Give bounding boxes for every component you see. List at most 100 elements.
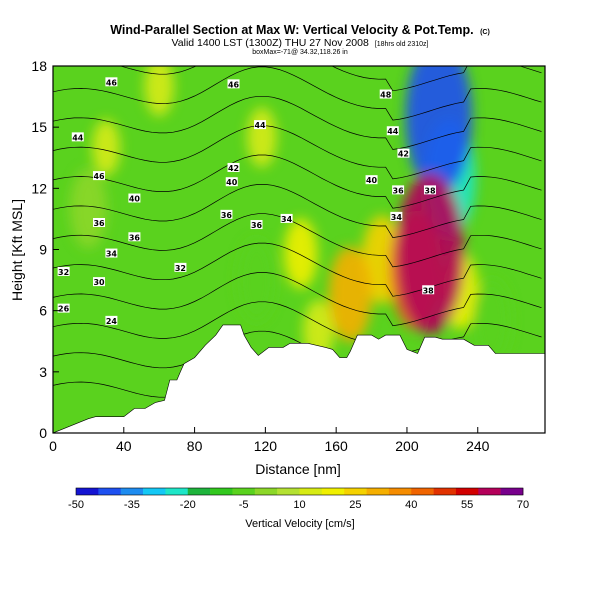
colorbar-tick-label: -5 — [239, 499, 249, 511]
colorbar-label: Vertical Velocity [cm/s] — [245, 518, 354, 530]
isentrope-label: 44 — [254, 121, 266, 130]
colorbar-swatch — [254, 488, 278, 495]
colorbar-swatch — [277, 488, 300, 495]
colorbar-tick-label: -35 — [124, 499, 140, 511]
isentrope-label: 40 — [226, 178, 238, 187]
y-tick-label: 15 — [31, 119, 47, 135]
isentrope-label: 46 — [106, 78, 118, 87]
isentrope-label: 42 — [398, 150, 409, 159]
velocity-cell — [472, 279, 512, 363]
isentrope-label: 32 — [175, 264, 186, 273]
isentrope-label-bg — [128, 232, 141, 242]
colorbar-swatch — [76, 488, 99, 495]
isentrope-label: 36 — [393, 186, 405, 195]
isentrope-label: 34 — [106, 250, 118, 259]
colorbar-swatch — [210, 488, 233, 495]
x-tick-label: 80 — [187, 438, 203, 454]
chart-subtitle-small: boxMax=-71@ 34.32,118.26 in — [252, 49, 348, 56]
x-tick-label: 120 — [254, 438, 278, 454]
isentrope-label: 38 — [424, 186, 436, 195]
isentrope-label-bg — [71, 132, 84, 142]
isentrope-label: 46 — [93, 172, 105, 181]
isentrope-label: 38 — [423, 286, 435, 295]
chart-subtitle-extra: [18hrs old 2310z] — [375, 41, 429, 48]
isentrope-line — [53, 95, 542, 150]
chart-title-main: Wind-Parallel Section at Max W: Vertical… — [110, 23, 473, 37]
colorbar-swatch — [232, 488, 256, 495]
velocity-cell — [237, 238, 276, 322]
colorbar-swatch — [344, 488, 367, 495]
isentrope-label-bg — [250, 220, 263, 230]
isentrope-label-bg — [93, 171, 106, 181]
title-block: Wind-Parallel Section at Max W: Vertical… — [110, 23, 490, 56]
colorbar-swatch — [98, 488, 121, 495]
chart-subtitle: Valid 1400 LST (1300Z) THU 27 Nov 2008 [… — [172, 37, 429, 49]
terrain-profile — [53, 324, 545, 433]
velocity-cell — [328, 246, 373, 343]
x-axis-label: Distance [nm] — [255, 461, 341, 477]
colorbar-swatch — [165, 488, 189, 495]
isentrope-label-bg — [392, 185, 405, 195]
x-tick-label: 200 — [395, 438, 419, 454]
isentrope-label-bg — [227, 162, 240, 172]
colorbar-swatch — [143, 488, 166, 495]
isentrope-label-bg — [57, 266, 70, 276]
x-tick-label: 0 — [49, 438, 57, 454]
isentrope-line — [53, 154, 542, 209]
colorbar: -50 -35 -20 -5 10 25 40 55 70 — [68, 487, 529, 511]
isentrope-label: 36 — [221, 211, 233, 220]
isentrope-label: 44 — [387, 127, 399, 136]
isentrope-label: 36 — [129, 233, 141, 242]
isentrope-label: 42 — [228, 164, 239, 173]
colorbar-swatch — [455, 488, 479, 495]
colorbar-swatch — [388, 488, 412, 495]
isentrope-label-bg — [386, 126, 399, 136]
isentrope-label-bg — [390, 211, 403, 221]
isentrope-label-bg — [227, 79, 240, 89]
isentrope-label: 40 — [129, 195, 141, 204]
isentrope-label-bg — [174, 262, 187, 272]
colorbar-swatch — [500, 488, 524, 495]
colorbar-tick-label: -20 — [180, 499, 196, 511]
y-tick-label: 6 — [39, 303, 47, 319]
isentrope-label-bg — [57, 303, 70, 313]
colorbar-tick-label: 70 — [517, 499, 529, 511]
x-tick-label: 40 — [116, 438, 132, 454]
isentrope-label-bg — [93, 277, 106, 287]
isentrope-label-bg — [379, 89, 392, 99]
isentrope-label-bg — [397, 148, 410, 158]
isentrope-label: 34 — [391, 213, 403, 222]
isentrope-line — [53, 272, 542, 327]
isentrope-line — [119, 66, 542, 92]
isentrope-label: 36 — [251, 221, 263, 230]
isentrope-label-bg — [128, 193, 141, 203]
y-tick-label: 3 — [39, 364, 47, 380]
isentrope-label: 26 — [58, 305, 70, 314]
colorbar-tick-label: 55 — [461, 499, 473, 511]
isentrope-line — [53, 242, 542, 297]
colorbar-swatch — [299, 488, 323, 495]
isentrope-line — [53, 301, 542, 356]
isentrope-labels: 24 26 30 32 32 34 34 34 36 36 36 36 36 38 38 40 40 40 42 42… — [57, 77, 436, 326]
isentrope-label: 24 — [106, 317, 118, 326]
y-tick-label: 12 — [31, 180, 47, 196]
isentrope-label: 44 — [72, 133, 84, 142]
isentrope-label-bg — [105, 77, 118, 87]
isentrope-line — [53, 66, 542, 121]
colorbar-tick-label: 40 — [405, 499, 417, 511]
terrain — [53, 324, 545, 433]
isentrope-label: 36 — [93, 219, 105, 228]
colorbar-swatch — [433, 488, 457, 495]
isentrope-line — [53, 213, 542, 268]
isentrope-label: 34 — [281, 215, 293, 224]
velocity-cell — [247, 107, 277, 168]
isentrope-label: 46 — [228, 80, 240, 89]
velocity-cell — [405, 66, 473, 195]
colorbar-swatch — [478, 488, 501, 495]
velocity-cell — [92, 119, 121, 176]
velocity-cell — [395, 173, 465, 334]
isentrope-line — [53, 125, 542, 180]
colorbar-tick-label: -50 — [68, 499, 84, 511]
